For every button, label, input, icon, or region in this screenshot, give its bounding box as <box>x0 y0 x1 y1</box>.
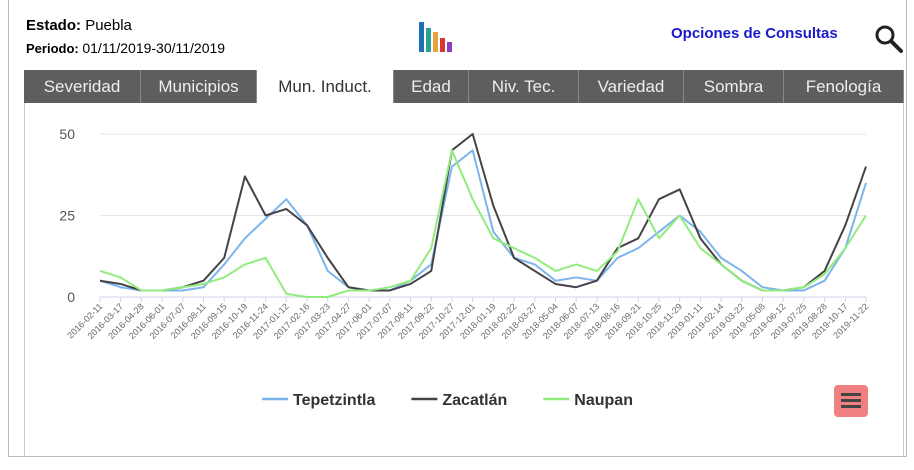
legend-label: Naupan <box>574 392 633 409</box>
series-line <box>99 149 867 292</box>
periodo: Periodo: 01/11/2019-30/11/2019 <box>26 40 225 56</box>
legend-label: Zacatlán <box>442 392 507 409</box>
tab[interactable]: Fenología <box>784 70 904 103</box>
tab[interactable]: Mun. Induct. <box>257 70 394 103</box>
y-tick-label: 25 <box>59 208 75 224</box>
frame <box>8 0 907 457</box>
chart-icon[interactable] <box>418 20 458 54</box>
series-line <box>99 133 867 292</box>
tab[interactable]: Niv. Tec. <box>469 70 579 103</box>
y-tick-label: 50 <box>59 126 75 142</box>
y-tick-label: 0 <box>67 289 75 305</box>
options-link[interactable]: Opciones de Consultas <box>671 25 838 42</box>
periodo-value: 01/11/2019-30/11/2019 <box>82 40 226 56</box>
legend-label: Tepetzintla <box>293 392 375 409</box>
tab[interactable]: Edad <box>394 70 469 103</box>
tab[interactable]: Sombra <box>684 70 784 103</box>
menu-button[interactable] <box>834 385 868 417</box>
tab-bar: Severidad Municipios Mun. Induct. Edad Niv. … <box>24 70 904 103</box>
periodo-label: Periodo: <box>26 41 79 56</box>
estado: Estado: Puebla <box>26 17 132 34</box>
series-line <box>99 149 867 298</box>
tab[interactable]: Municipios <box>141 70 257 103</box>
tab[interactable]: Variedad <box>579 70 684 103</box>
estado-value: Puebla <box>85 17 132 34</box>
estado-label: Estado: <box>26 17 82 34</box>
chart-panel <box>24 103 904 456</box>
search-icon[interactable] <box>874 24 904 54</box>
tab[interactable]: Severidad <box>24 70 141 103</box>
